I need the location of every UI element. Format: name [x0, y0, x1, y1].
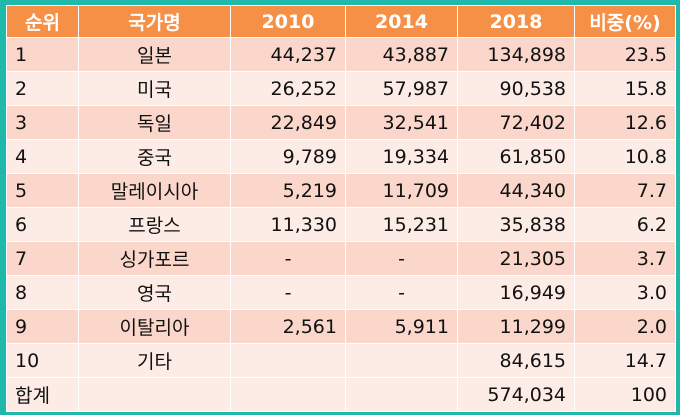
value-2018-cell: 61,850 [457, 139, 575, 174]
header-row: 순위 국가명 2010 2014 2018 비중(%) [6, 5, 676, 38]
value-2014-cell: 32,541 [345, 105, 458, 140]
rank-cell: 5 [6, 173, 79, 208]
value-2010-cell: - [230, 241, 346, 276]
table-row: 6 프랑스 11,330 15,231 35,838 6.2 [6, 207, 676, 242]
empty-cell [345, 377, 458, 412]
rank-cell: 3 [6, 105, 79, 140]
table-row: 3 독일 22,849 32,541 72,402 12.6 [6, 105, 676, 140]
country-cell: 일본 [78, 37, 231, 72]
table-row: 5 말레이시아 5,219 11,709 44,340 7.7 [6, 173, 676, 208]
rank-cell: 4 [6, 139, 79, 174]
country-cell: 말레이시아 [78, 173, 231, 208]
total-row: 합계 574,034 100 [6, 377, 676, 412]
rank-cell: 9 [6, 309, 79, 344]
share-cell: 14.7 [574, 343, 676, 378]
rank-cell: 7 [6, 241, 79, 276]
table-row: 1 일본 44,237 43,887 134,898 23.5 [6, 37, 676, 72]
value-2010-cell: 11,330 [230, 207, 346, 242]
rank-cell: 2 [6, 71, 79, 106]
value-2010-cell: 5,219 [230, 173, 346, 208]
column-header-rank: 순위 [6, 5, 79, 38]
column-header-2018: 2018 [457, 5, 575, 38]
country-cell: 중국 [78, 139, 231, 174]
country-cell: 기타 [78, 343, 231, 378]
column-header-country: 국가명 [78, 5, 231, 38]
share-cell: 12.6 [574, 105, 676, 140]
country-cell: 싱가포르 [78, 241, 231, 276]
value-2014-cell: - [345, 275, 458, 310]
total-label-cell: 합계 [6, 377, 79, 412]
value-2014-cell [345, 343, 458, 378]
value-2010-cell [230, 343, 346, 378]
table-row: 10 기타 84,615 14.7 [6, 343, 676, 378]
country-cell: 영국 [78, 275, 231, 310]
value-2018-cell: 11,299 [457, 309, 575, 344]
table-row: 7 싱가포르 - - 21,305 3.7 [6, 241, 676, 276]
value-2018-cell: 134,898 [457, 37, 575, 72]
value-2014-cell: 11,709 [345, 173, 458, 208]
value-2014-cell: 19,334 [345, 139, 458, 174]
data-table: 순위 국가명 2010 2014 2018 비중(%) 1 일본 44,237 … [6, 5, 676, 412]
share-cell: 15.8 [574, 71, 676, 106]
country-cell: 독일 [78, 105, 231, 140]
table-row: 4 중국 9,789 19,334 61,850 10.8 [6, 139, 676, 174]
table-row: 9 이탈리아 2,561 5,911 11,299 2.0 [6, 309, 676, 344]
value-2018-cell: 44,340 [457, 173, 575, 208]
value-2018-cell: 35,838 [457, 207, 575, 242]
share-cell: 23.5 [574, 37, 676, 72]
share-cell: 7.7 [574, 173, 676, 208]
rank-cell: 1 [6, 37, 79, 72]
rank-cell: 6 [6, 207, 79, 242]
column-header-share: 비중(%) [574, 5, 676, 38]
value-2010-cell: - [230, 275, 346, 310]
country-cell: 이탈리아 [78, 309, 231, 344]
value-2018-cell: 90,538 [457, 71, 575, 106]
share-cell: 2.0 [574, 309, 676, 344]
value-2010-cell: 44,237 [230, 37, 346, 72]
column-header-2014: 2014 [345, 5, 458, 38]
column-header-2010: 2010 [230, 5, 346, 38]
value-2014-cell: - [345, 241, 458, 276]
value-2018-cell: 16,949 [457, 275, 575, 310]
table-row: 2 미국 26,252 57,987 90,538 15.8 [6, 71, 676, 106]
share-cell: 3.0 [574, 275, 676, 310]
value-2010-cell: 9,789 [230, 139, 346, 174]
country-cell: 미국 [78, 71, 231, 106]
share-cell: 3.7 [574, 241, 676, 276]
value-2010-cell: 26,252 [230, 71, 346, 106]
value-2010-cell: 2,561 [230, 309, 346, 344]
value-2010-cell: 22,849 [230, 105, 346, 140]
value-2018-cell: 84,615 [457, 343, 575, 378]
total-share-cell: 100 [574, 377, 676, 412]
total-2018-cell: 574,034 [457, 377, 575, 412]
share-cell: 10.8 [574, 139, 676, 174]
rank-cell: 10 [6, 343, 79, 378]
table-row: 8 영국 - - 16,949 3.0 [6, 275, 676, 310]
share-cell: 6.2 [574, 207, 676, 242]
value-2014-cell: 15,231 [345, 207, 458, 242]
value-2014-cell: 43,887 [345, 37, 458, 72]
empty-cell [78, 377, 231, 412]
value-2018-cell: 72,402 [457, 105, 575, 140]
value-2018-cell: 21,305 [457, 241, 575, 276]
rank-cell: 8 [6, 275, 79, 310]
empty-cell [230, 377, 346, 412]
country-cell: 프랑스 [78, 207, 231, 242]
value-2014-cell: 57,987 [345, 71, 458, 106]
value-2014-cell: 5,911 [345, 309, 458, 344]
